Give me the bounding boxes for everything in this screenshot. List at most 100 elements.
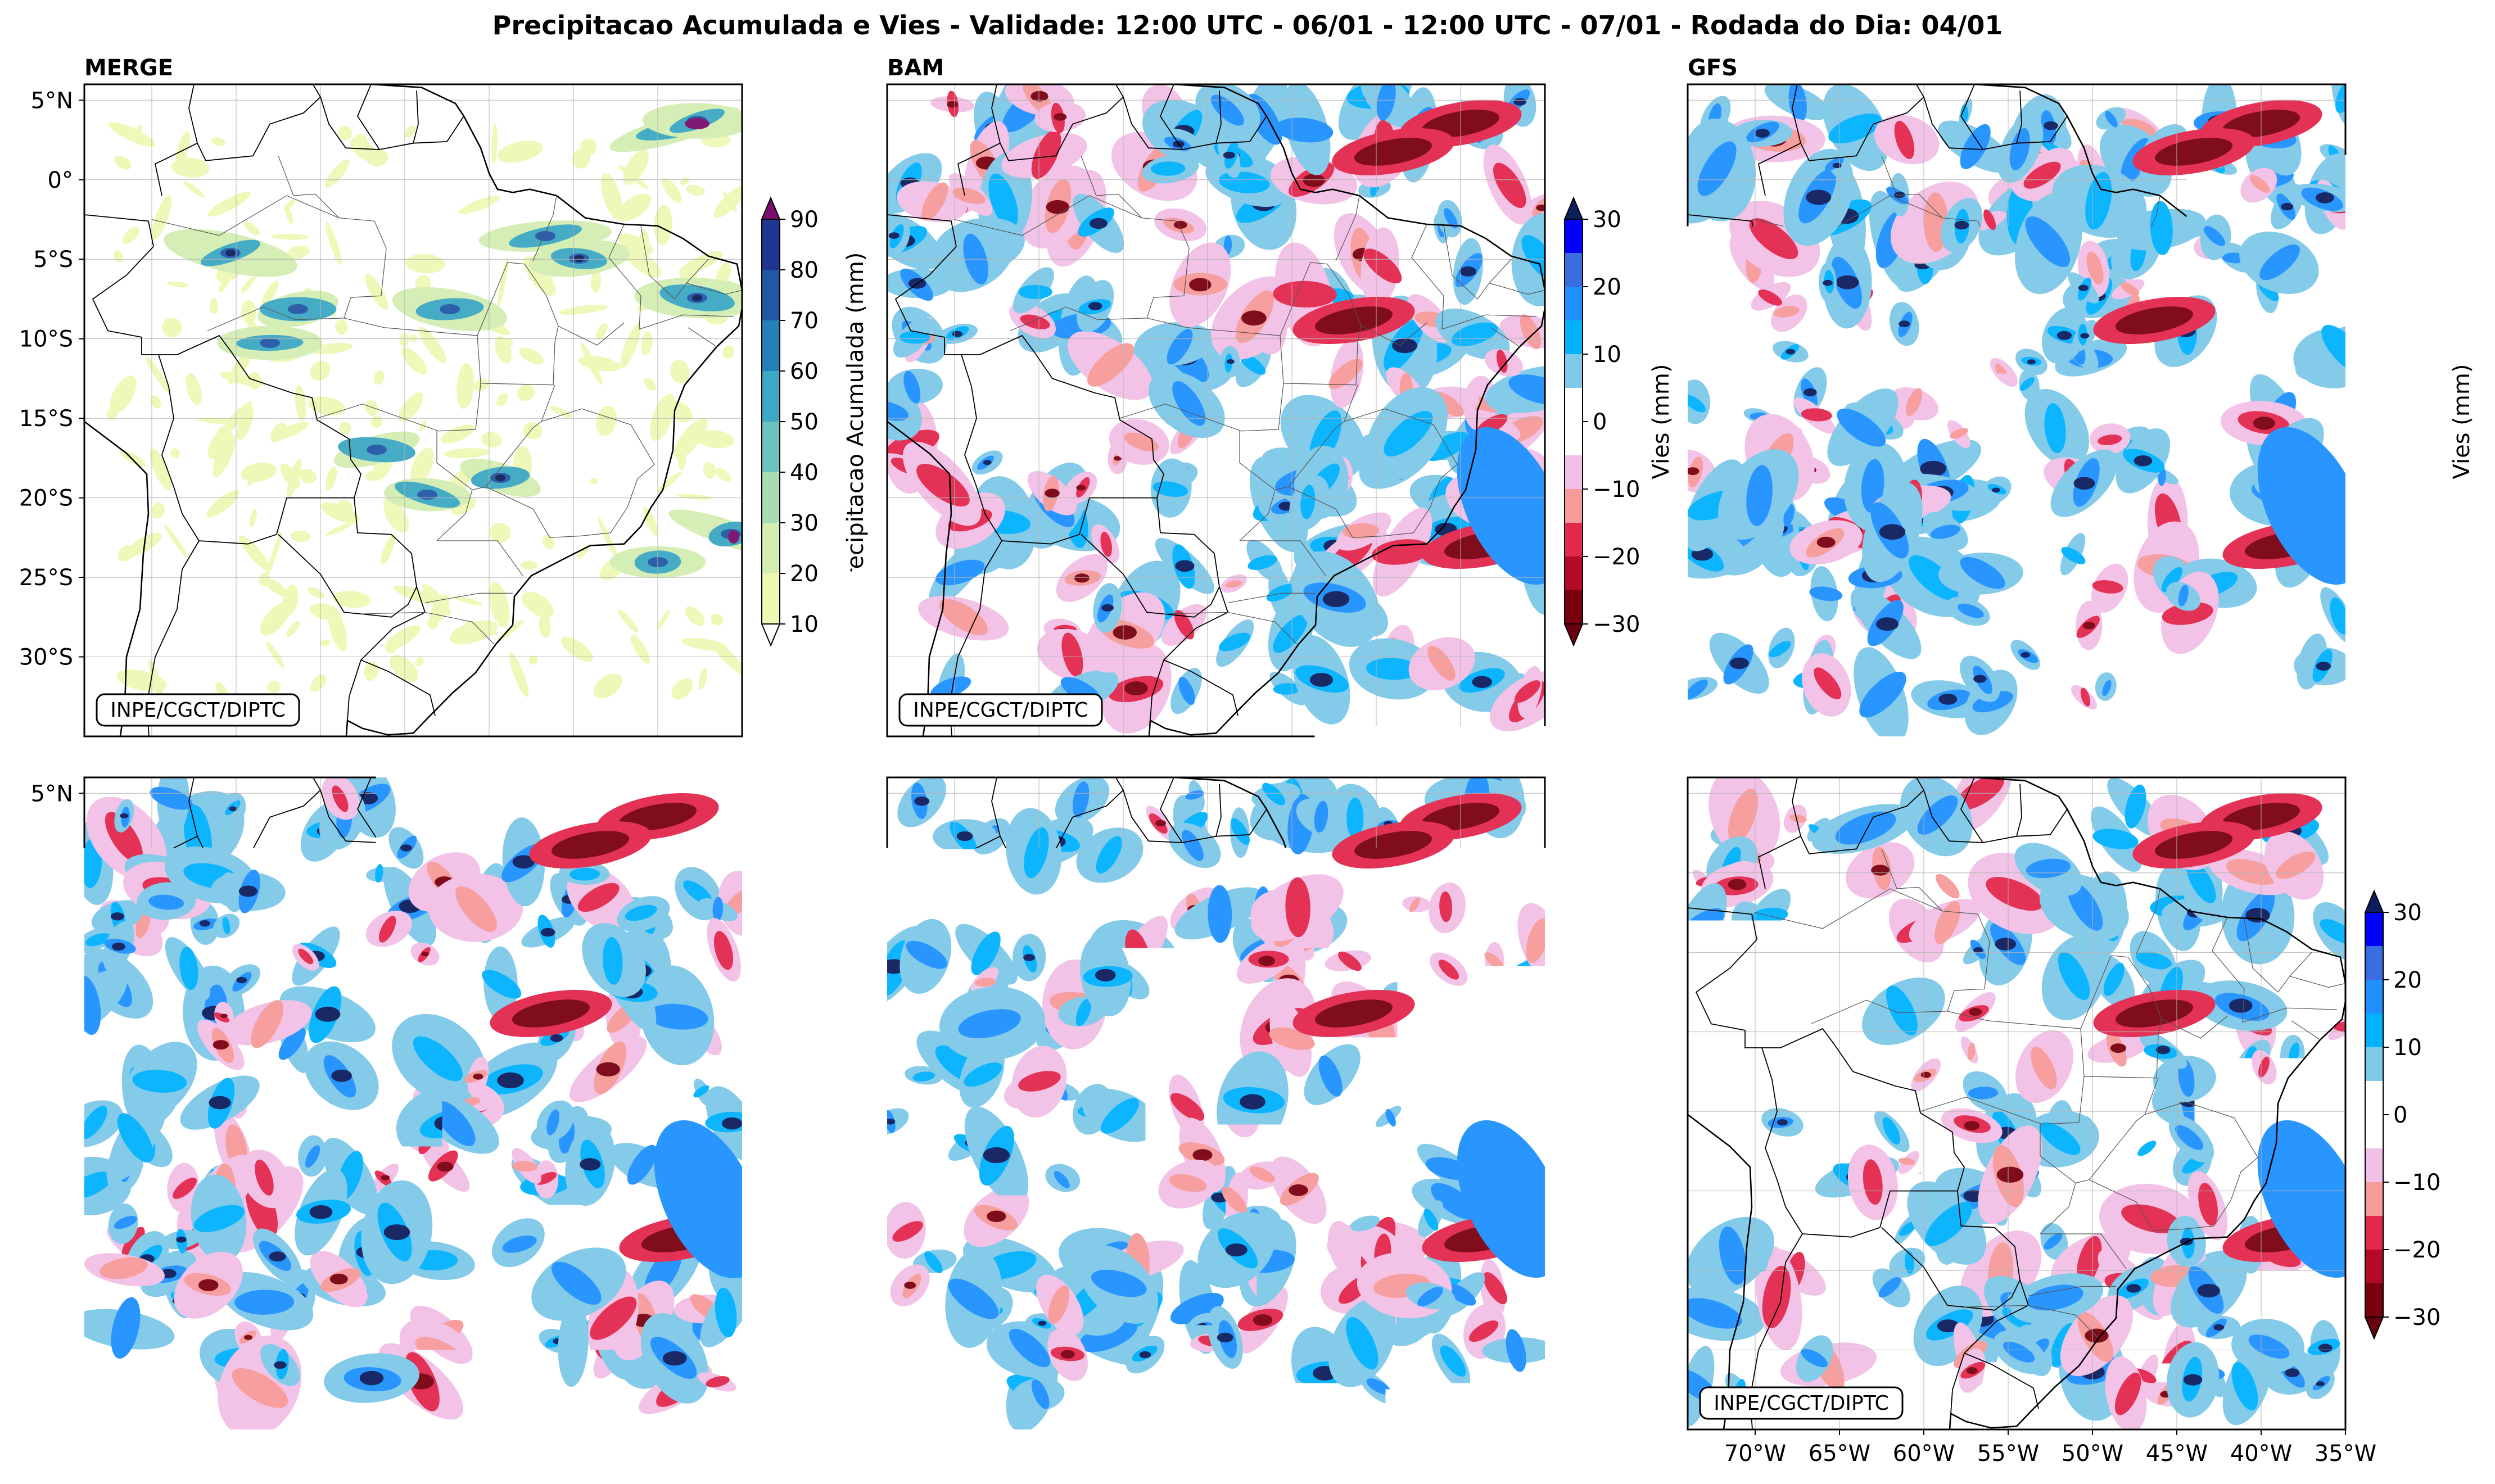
bias-positive-patch [2285, 1368, 2299, 1377]
bias-positive-patch [1730, 658, 1749, 669]
bias-positive-patch [315, 1007, 341, 1022]
precip-patch [288, 304, 308, 314]
colorbar-tick-label: 10 [790, 1035, 819, 1061]
colorbar-segment [1565, 912, 1583, 946]
precip-patch [417, 490, 437, 500]
colorbar-tick-label: −10 [2393, 477, 2440, 503]
colorbar-tick-label: 0 [1593, 1102, 1607, 1128]
colorbar-tick-label: 20 [1593, 274, 1621, 300]
bias-positive-patch [2184, 1374, 2203, 1386]
precip-patch [520, 561, 537, 570]
colorbar-tick-label: −30 [790, 1305, 837, 1331]
colorbar-segment [1565, 489, 1583, 523]
colorbar-tick-label: −30 [1593, 1305, 1640, 1331]
bias-positive-patch [2198, 1284, 2220, 1297]
colorbar-label: Vies (mm) [846, 1057, 871, 1173]
colorbar-tick-label: 10 [1593, 342, 1621, 368]
colorbar-segment [762, 1182, 780, 1216]
bias-negative-patch [956, 1286, 968, 1293]
bias-negative-patch [987, 1211, 1006, 1223]
bias-positive-patch [1227, 359, 1235, 364]
colorbar-segment [762, 270, 780, 320]
lat-label: 0° [48, 168, 73, 193]
colorbar-segment [2365, 523, 2383, 556]
bias-negative-patch [2083, 622, 2095, 629]
colorbar-segment [762, 912, 780, 946]
colorbar-segment [2365, 946, 2383, 980]
bias-positive-patch [2316, 662, 2331, 671]
colorbar-tick-label: 10 [1593, 1035, 1621, 1061]
colorbar-segment [762, 1115, 780, 1148]
precip-patch [495, 474, 505, 481]
panel-merge: MERGEINPE/CGCT/DIPTC5°N0°5°S10°S15°S20°S… [0, 0, 869, 784]
bias-positive-patch [983, 460, 992, 465]
precip-patch [260, 338, 280, 348]
bias-negative-patch [1728, 879, 1747, 890]
bias-negative-patch [1121, 1281, 1131, 1286]
bias-positive-patch [523, 1387, 546, 1401]
bias-positive-patch [1833, 163, 1842, 168]
lon-label: 50°W [2062, 1441, 2123, 1467]
colorbar-segment [1565, 1081, 1583, 1115]
colorbar-tick-label: 20 [790, 561, 819, 587]
colorbar-tick-label: 10 [2393, 342, 2422, 368]
colorbar-segment [2365, 1047, 2383, 1081]
lat-label: 25°S [19, 565, 73, 591]
colorbar-segment [2365, 1283, 2383, 1317]
colorbar-segment [1565, 1283, 1583, 1317]
colorbar-segment [1565, 1014, 1583, 1047]
bias-negative-patch [2110, 1043, 2126, 1053]
colorbar-segment [2365, 455, 2383, 489]
bias-positive-patch [1038, 1321, 1046, 1326]
colorbar-extend-min [762, 624, 780, 645]
lon-label: 70°W [1724, 1441, 1786, 1467]
colorbar-tick-label: 30 [1593, 207, 1621, 233]
colorbar-segment [1565, 455, 1583, 489]
colorbar-tick-label: 0 [2393, 1102, 2407, 1128]
colorbar-tick-label: −10 [1593, 477, 1640, 503]
bias-positive-patch [1804, 388, 1817, 396]
bias-positive-patch [1101, 604, 1114, 612]
lat-label: 10°S [19, 327, 73, 352]
bias-positive-patch [1095, 969, 1116, 981]
colorbar-segment [1565, 219, 1583, 253]
precip-patch [574, 255, 584, 262]
lat-label: 15°S [19, 406, 73, 432]
colorbar-segment [1565, 523, 1583, 556]
bias-positive-patch [310, 1205, 333, 1219]
colorbar-segment [2365, 556, 2383, 590]
colorbar-segment [762, 573, 780, 624]
bias-negative-patch [1253, 1314, 1273, 1326]
colorbar-segment [1565, 1182, 1583, 1216]
colorbar-segment [762, 320, 780, 371]
bias-negative-patch [1189, 278, 1212, 292]
bias-positive-patch [1361, 1221, 1369, 1225]
colorbar-extend-max [2365, 891, 2383, 912]
bias-negative-patch [1046, 200, 1069, 214]
colorbar-segment [1565, 1047, 1583, 1081]
colorbar-segment [1565, 556, 1583, 590]
bias-negative-patch [1258, 956, 1275, 966]
colorbar-segment [762, 1250, 780, 1283]
bias-negative-patch [1964, 1121, 1979, 1130]
colorbar-tick-label: 10 [2393, 1035, 2422, 1061]
bias-positive-patch [2245, 908, 2270, 922]
bias-positive-patch [1823, 280, 1833, 286]
bias-positive-patch [952, 331, 962, 337]
bias-positive-patch [1899, 320, 1910, 327]
colorbar-tick-label: −20 [2393, 544, 2440, 570]
precip-max-patch [685, 118, 709, 129]
bias-positive-patch [1191, 961, 1213, 974]
bias-negative-patch [244, 1335, 252, 1340]
colorbar-tick-label: −20 [2393, 1237, 2440, 1263]
bias-positive-patch [1995, 938, 2017, 951]
bias-negative-patch [381, 1175, 390, 1180]
colorbar-extend-min [2365, 1317, 2383, 1338]
bias-negative-patch [1289, 1184, 1308, 1196]
panel-title: BAM [887, 55, 944, 81]
lon-label: 40°W [627, 1441, 689, 1467]
colorbar-extend-max [762, 891, 780, 912]
colorbar-extend-min [1565, 1317, 1583, 1338]
colorbar-segment [2365, 320, 2383, 354]
bias-positive-patch [2316, 192, 2334, 203]
